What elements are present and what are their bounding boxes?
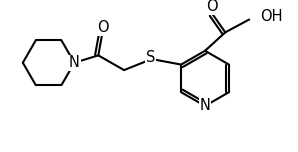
Text: O: O bbox=[206, 0, 217, 14]
Text: OH: OH bbox=[260, 9, 283, 24]
Text: N: N bbox=[69, 55, 80, 70]
Text: S: S bbox=[146, 50, 156, 65]
Text: N: N bbox=[200, 98, 210, 114]
Text: O: O bbox=[97, 20, 109, 35]
